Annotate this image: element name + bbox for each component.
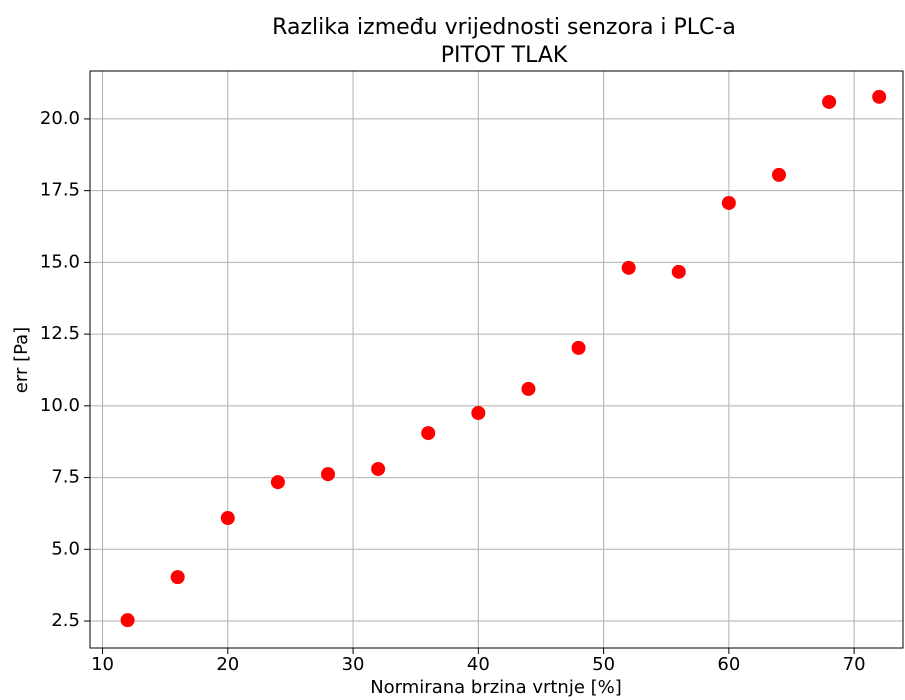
y-tick-label: 7.5 (51, 467, 80, 488)
y-tick-label: 5.0 (51, 538, 80, 559)
point (771, 167, 786, 182)
chart-title: Razlika između vrijednosti senzora i PLC… (272, 15, 736, 40)
chart-subtitle: PITOT TLAK (441, 43, 568, 68)
point (120, 613, 135, 628)
point (421, 426, 436, 441)
point (721, 195, 736, 210)
point (521, 381, 536, 396)
point (822, 94, 837, 109)
point (621, 260, 636, 275)
point (170, 570, 185, 585)
y-tick-label: 10.0 (40, 395, 80, 416)
point (571, 340, 586, 355)
point (471, 406, 486, 421)
x-tick-label: 20 (216, 654, 239, 675)
point (321, 467, 336, 482)
x-tick-label: 50 (592, 654, 615, 675)
x-tick-label: 60 (717, 654, 740, 675)
x-axis-label: Normirana brzina vrtnje [%] (370, 677, 622, 698)
y-axis-label: err [Pa] (11, 327, 32, 393)
y-tick-label: 17.5 (40, 180, 80, 201)
point (671, 264, 686, 279)
x-tick-label: 10 (91, 654, 114, 675)
x-tick-label: 40 (467, 654, 490, 675)
y-tick-label: 2.5 (51, 610, 80, 631)
plot-frame (89, 70, 904, 649)
y-tick-label: 20.0 (40, 108, 80, 129)
point (371, 461, 386, 476)
x-tick-label: 70 (843, 654, 866, 675)
x-tick-label: 30 (342, 654, 365, 675)
point (270, 475, 285, 490)
y-tick-label: 15.0 (40, 251, 80, 272)
point (872, 89, 887, 104)
point (220, 511, 235, 526)
y-tick-label: 12.5 (40, 323, 80, 344)
